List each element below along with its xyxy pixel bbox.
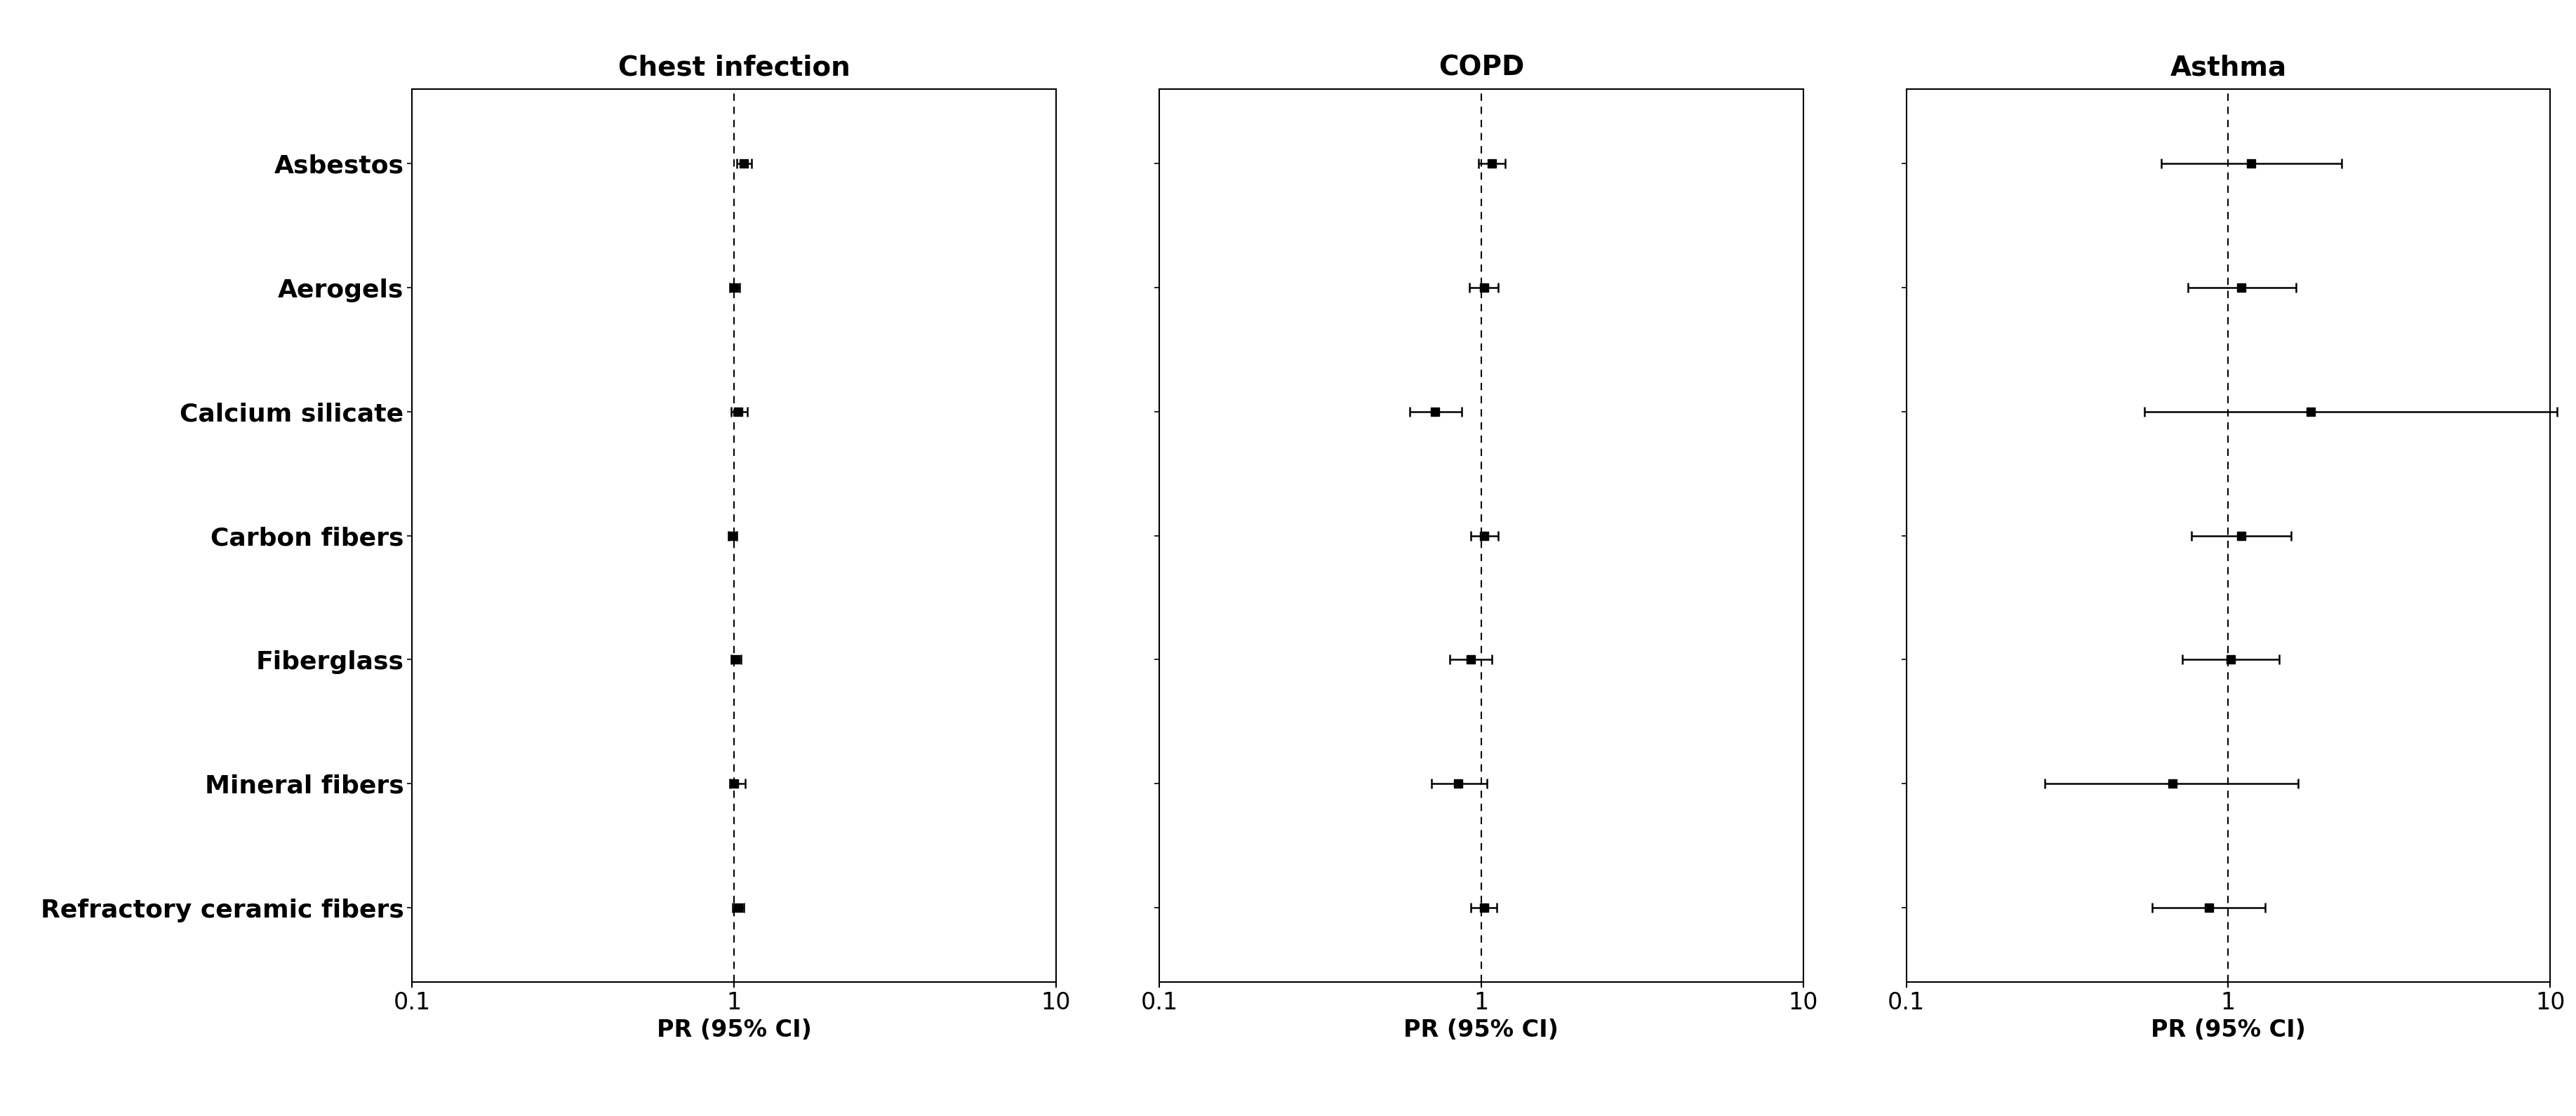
X-axis label: PR (95% CI): PR (95% CI) bbox=[2151, 1019, 2306, 1041]
Title: Chest infection: Chest infection bbox=[618, 55, 850, 81]
Title: Asthma: Asthma bbox=[2169, 55, 2287, 81]
Title: COPD: COPD bbox=[1437, 55, 1525, 81]
X-axis label: PR (95% CI): PR (95% CI) bbox=[657, 1019, 811, 1041]
X-axis label: PR (95% CI): PR (95% CI) bbox=[1404, 1019, 1558, 1041]
